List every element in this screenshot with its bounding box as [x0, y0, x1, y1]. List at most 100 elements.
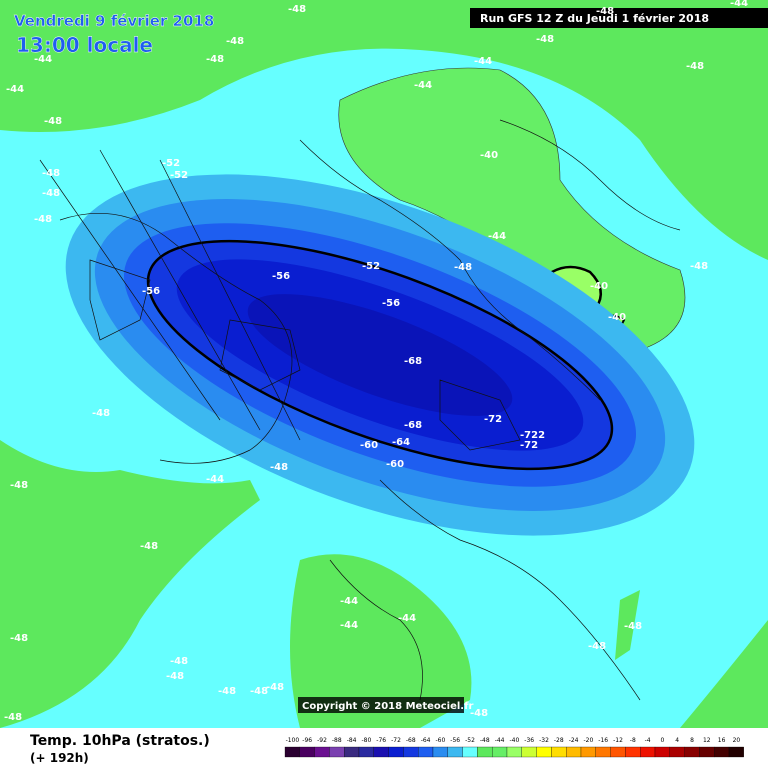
scale-label: -84: [347, 737, 357, 744]
contour-label: -56: [142, 286, 160, 297]
contour-label: -44: [730, 0, 748, 9]
contour-label: -48: [226, 36, 244, 47]
contour-label: -48: [536, 34, 554, 45]
contour-label: -48: [218, 686, 236, 697]
scale-swatch: [344, 746, 360, 758]
contour-label: -48: [4, 712, 22, 723]
contour-label: -60: [386, 459, 404, 470]
scale-swatch: [299, 746, 315, 758]
scale-swatch: [388, 746, 404, 758]
contour-label: -68: [404, 420, 422, 431]
contour-label: -48: [44, 116, 62, 127]
scale-swatch: [314, 746, 330, 758]
contour-label: -44: [34, 54, 52, 65]
contour-label: -48: [42, 188, 60, 199]
polar-vortex: [65, 174, 695, 536]
contour-label: -56: [272, 271, 290, 282]
scale-swatch: [699, 746, 715, 758]
scale-label: -12: [613, 737, 623, 744]
contour-label: -52: [162, 158, 180, 169]
contour-label: -44: [488, 231, 506, 242]
scale-label: -48: [480, 737, 490, 744]
contour-label: -52: [362, 261, 380, 272]
contour-label: -48: [624, 621, 642, 632]
contour-label: -48: [690, 261, 708, 272]
scale-swatch: [521, 746, 537, 758]
contour-label: -40: [590, 281, 608, 292]
scale-label: -56: [450, 737, 460, 744]
scale-swatch: [714, 746, 730, 758]
contour-label: -48: [10, 633, 28, 644]
scale-swatch: [654, 746, 670, 758]
scale-label: 4: [675, 737, 679, 744]
copyright: Copyright © 2018 Meteociel.fr: [302, 701, 473, 712]
valid-time: 13:00 locale: [16, 33, 153, 57]
contour-label: -44: [414, 80, 432, 91]
scale-swatch: [403, 746, 419, 758]
contour-label: -40: [480, 150, 498, 161]
scale-label: -96: [302, 737, 312, 744]
contour-label: -72: [484, 414, 502, 425]
scale-swatch: [610, 746, 626, 758]
contour-label: -48: [250, 686, 268, 697]
contour-label: -722: [520, 430, 545, 441]
scale-swatch: [580, 746, 596, 758]
scale-label: -32: [539, 737, 549, 744]
scale-swatch: [595, 746, 611, 758]
warm-area: [0, 0, 768, 260]
scale-label: -72: [391, 737, 401, 744]
contour-label: -44: [474, 56, 492, 67]
run-box: [470, 8, 768, 28]
scale-swatch: [432, 746, 448, 758]
contour-label: -48: [454, 262, 472, 273]
contour-label: -64: [392, 437, 410, 448]
scale-label: 0: [660, 737, 664, 744]
contour-label: -48: [140, 541, 158, 552]
scale-label: -40: [509, 737, 519, 744]
contour-label: -44: [398, 613, 416, 624]
contour-label: -44: [340, 596, 358, 607]
scale-label: -68: [406, 737, 416, 744]
scale-swatch: [640, 746, 656, 758]
scale-label: -8: [630, 737, 636, 744]
contour-label: -48: [588, 641, 606, 652]
scale-label: -4: [645, 737, 651, 744]
contour-label: -48: [10, 480, 28, 491]
color-scale: -100 -96 -92 -88 -84 -80 -76 -72 -68 -64 -60 -56 -52…: [284, 737, 744, 758]
scale-label: 16: [718, 737, 726, 744]
scale-label: -88: [332, 737, 342, 744]
contour-label: -48: [596, 6, 614, 17]
band: [247, 294, 513, 416]
contour-label: -48: [166, 671, 184, 682]
scale-label: -24: [569, 737, 579, 744]
contour-label: -48: [288, 4, 306, 15]
warm-area: [338, 67, 686, 351]
contour-label: -44: [6, 84, 24, 95]
product-title: Temp. 10hPa (stratos.): [30, 733, 210, 749]
scale-label: -64: [421, 737, 431, 744]
contour-label: -44: [340, 620, 358, 631]
contour-label: -40: [608, 312, 626, 323]
contour-label: -48: [34, 214, 52, 225]
scale-swatch: [373, 746, 389, 758]
scale-label: -80: [361, 737, 371, 744]
contour-label: -52: [170, 170, 188, 181]
scale-swatch: [536, 746, 552, 758]
scale-label: -16: [598, 737, 608, 744]
scale-swatch: [284, 746, 300, 758]
scale-swatch: [669, 746, 685, 758]
contour-label: -48: [170, 656, 188, 667]
scale-label: -76: [376, 737, 386, 744]
scale-label: -92: [317, 737, 327, 744]
scale-swatch: [447, 746, 463, 758]
scale-label: -100: [286, 737, 300, 744]
scale-swatch: [684, 746, 700, 758]
scale-swatch: [418, 746, 434, 758]
valid-date: Vendredi 9 février 2018: [14, 12, 214, 30]
scale-swatch: [492, 746, 508, 758]
scale-swatch: [566, 746, 582, 758]
scale-label: -44: [495, 737, 505, 744]
scale-swatch: [358, 746, 374, 758]
scale-label: -36: [524, 737, 534, 744]
